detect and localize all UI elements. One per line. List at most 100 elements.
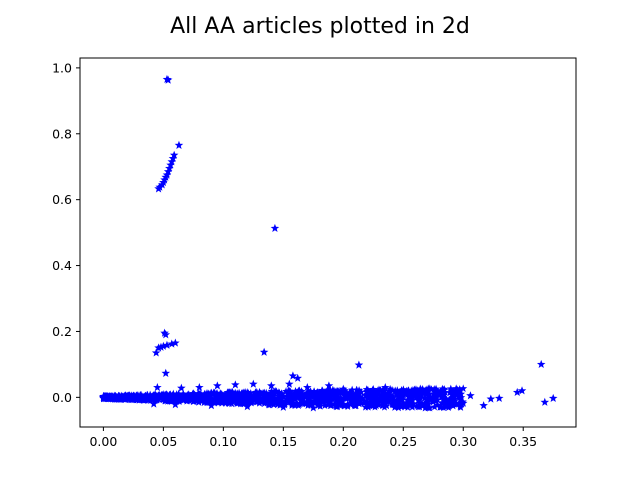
cloud-point [328,385,337,394]
cloud-point [291,386,300,395]
cloud-point [273,394,282,403]
cloud-point [380,399,389,408]
data-point [455,385,464,394]
cloud-point [281,399,290,408]
cloud-point [361,403,370,411]
data-point [165,163,174,173]
cloud-point [132,392,141,401]
cloud-point [183,396,192,404]
cloud-point [446,386,455,395]
cloud-point [300,399,309,408]
cloud-point [172,394,181,402]
cloud-point [348,385,357,394]
data-point [479,401,488,410]
data-point [279,402,288,411]
data-point [161,368,171,377]
cloud-point [362,385,371,393]
cloud-point [230,393,239,401]
cloud-point [443,402,452,410]
data-point [439,396,449,405]
data-point [105,393,114,402]
cloud-point [348,390,357,398]
cloud-point [237,389,246,398]
cloud-point [172,397,181,405]
cloud-point [391,397,400,406]
cloud-point [409,399,418,408]
data-point [259,347,269,356]
cloud-point [373,386,382,395]
cloud-point [427,385,436,393]
cloud-point [433,395,442,404]
cloud-point [174,389,183,398]
data-point [169,150,179,159]
data-point [466,391,475,400]
cloud-point [275,388,284,397]
cloud-point [234,395,243,403]
cloud-point [388,392,397,400]
cloud-point [357,387,366,396]
cloud-point [452,384,461,392]
cloud-point [408,386,417,394]
cloud-point [333,388,342,397]
data-point [494,393,504,402]
cloud-point [226,395,235,404]
cloud-point [440,399,449,408]
data-point [153,382,162,392]
cloud-point [240,390,249,399]
cloud-point [378,387,387,395]
cloud-point [227,388,236,396]
cloud-point [371,389,380,397]
cloud-point [323,390,332,399]
cloud-point [204,397,213,406]
cloud-point [412,401,421,410]
cloud-point [399,391,408,399]
cloud-point [424,396,433,404]
cloud-point [333,393,342,401]
cloud-point [335,397,344,405]
x-axis-ticks: 0.00 0.05 0.10 0.15 0.20 0.25 0.30 0.35 [89,427,537,449]
cloud-point [188,389,197,398]
y-tick-label: 0.4 [52,258,72,273]
cloud-point [360,399,369,407]
cloud-point [330,386,339,395]
data-point [161,172,171,181]
data-point [114,394,124,403]
cloud-point [218,397,227,406]
cloud-point [335,387,344,395]
data-point [135,395,144,404]
data-point [288,371,298,380]
cloud-point [403,403,412,411]
data-point [285,379,294,388]
data-point [309,403,318,412]
cloud-point [260,399,269,407]
cloud-point [452,400,461,408]
cloud-point [310,398,319,407]
cloud-point [220,395,229,404]
cloud-point [378,401,387,410]
cloud-point [343,389,352,398]
cloud-point [449,399,458,408]
cloud-point [358,393,367,402]
cloud-point [294,401,303,410]
cloud-point [336,393,345,402]
data-point [154,184,163,193]
cloud-point [362,391,371,399]
cloud-point [305,390,314,398]
cloud-point [288,391,297,400]
x-tick-label: 0.30 [449,434,477,449]
cloud-point [421,403,430,412]
cloud-point [351,395,359,404]
cloud-point [178,393,187,401]
data-point [195,382,204,392]
data-point [386,395,396,404]
cloud-point [367,396,376,404]
cloud-point [179,389,188,398]
cloud-point [433,400,442,409]
data-point [120,394,130,403]
cloud-point [199,393,208,402]
cloud-point [243,394,252,403]
cloud-point [268,391,277,399]
data-point [486,394,496,403]
y-tick-label: 0.0 [52,390,72,405]
x-tick-label: 0.15 [269,434,297,449]
